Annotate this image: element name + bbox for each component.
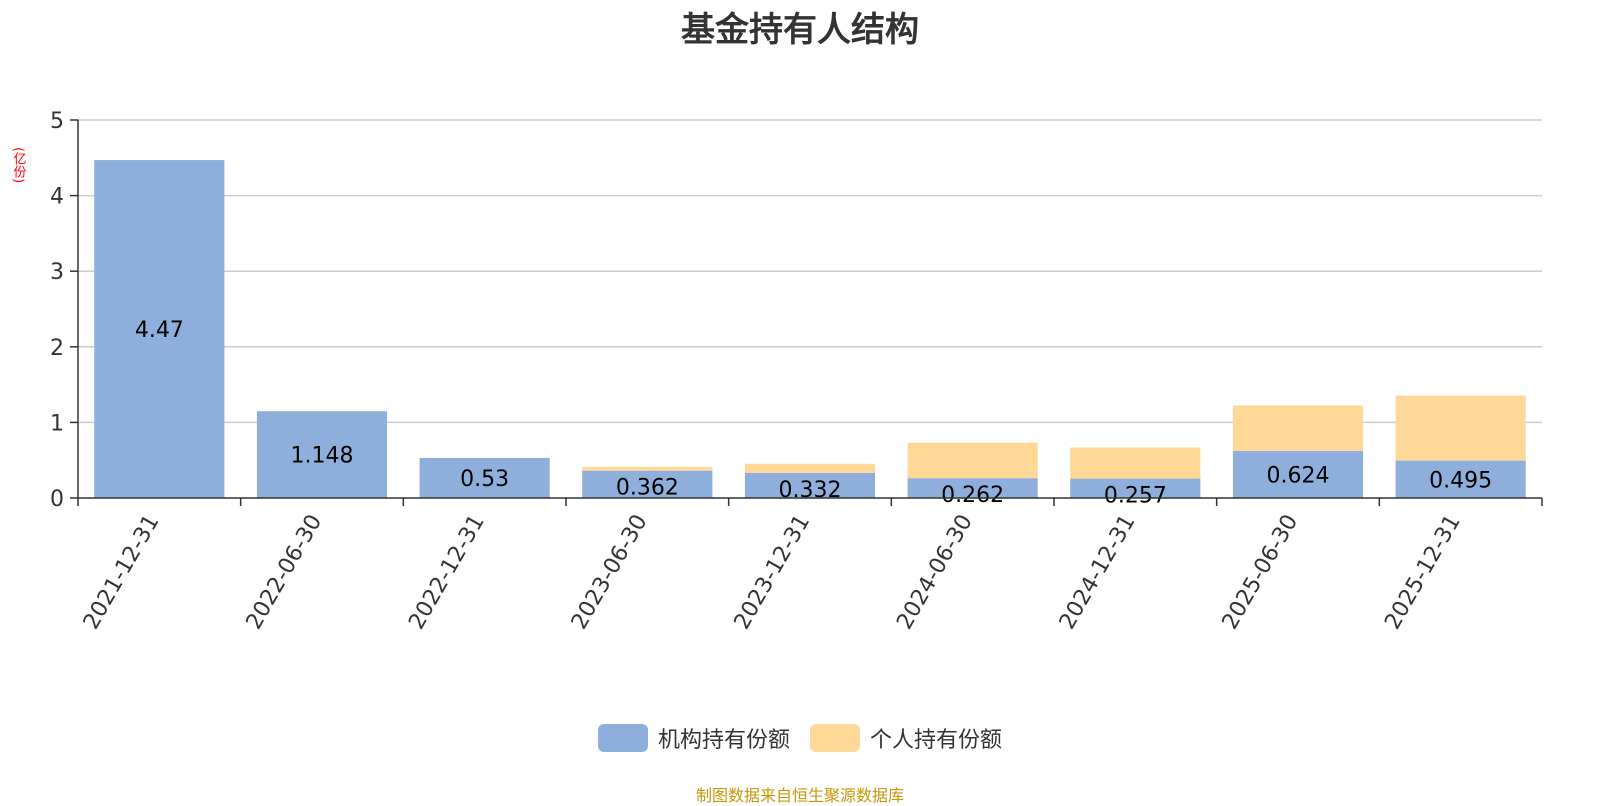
x-tick-label: 2023-06-30 <box>567 511 653 634</box>
axes: 0 1 2 3 4 5 2021-12-31 2022-06-30 2022-12-31 2023… <box>50 109 1543 634</box>
grid-lines <box>78 119 1542 424</box>
bar-individual <box>744 463 876 473</box>
bars <box>94 160 1526 498</box>
data-source-note: 制图数据来自恒生聚源数据库 <box>695 786 904 805</box>
legend-item-institution[interactable]: 机构持有份额 <box>597 722 790 754</box>
x-tick-label: 2022-06-30 <box>242 511 328 634</box>
data-labels: 4.47 1.148 0.53 0.362 0.332 0.262 0.257 0.624 0.… <box>135 318 1492 509</box>
bar-individual <box>1395 395 1526 461</box>
bar-institution <box>582 470 713 498</box>
bar-individual <box>907 442 1038 479</box>
bar-institution <box>419 457 550 498</box>
y-axis-unit: (亿份) <box>10 146 26 184</box>
bar-institution <box>256 411 388 498</box>
data-label-institution: 0.332 <box>779 478 842 503</box>
y-tick-label: 3 <box>50 260 64 285</box>
bar-individual <box>582 466 713 471</box>
bar-individual <box>1070 447 1201 479</box>
data-label-institution: 0.53 <box>460 467 509 492</box>
legend-swatch-institution <box>597 724 648 752</box>
x-tick-label: 2025-06-30 <box>1218 511 1304 634</box>
y-tick-label: 2 <box>50 336 64 361</box>
x-tick-label: 2024-12-31 <box>1055 511 1141 634</box>
bar-institution <box>1070 478 1201 498</box>
legend-item-individual[interactable]: 个人持有份额 <box>810 722 1002 754</box>
bar-institution <box>1232 450 1364 498</box>
data-label-institution: 0.257 <box>1104 484 1167 509</box>
bar-institution <box>94 160 225 498</box>
x-tick-label: 2022-12-31 <box>404 510 490 633</box>
x-tick-label: 2024-06-30 <box>892 511 978 634</box>
data-label-institution: 0.624 <box>1267 463 1330 488</box>
chart-title: 基金持有人结构 <box>681 10 919 50</box>
y-tick-label: 5 <box>50 109 64 134</box>
bar-institution <box>1395 460 1526 498</box>
x-tick-label: 2023-12-31 <box>730 511 816 634</box>
bar-institution <box>744 472 876 498</box>
bar-individual <box>1232 405 1364 451</box>
data-label-institution: 0.495 <box>1429 468 1492 493</box>
data-label-institution: 0.262 <box>941 483 1004 508</box>
legend-label-institution: 机构持有份额 <box>657 728 790 753</box>
data-label-institution: 4.47 <box>135 318 184 343</box>
bar-institution <box>907 478 1038 498</box>
y-tick-label: 4 <box>50 185 64 210</box>
data-label-institution: 0.362 <box>616 476 679 501</box>
legend-swatch-individual <box>810 724 860 752</box>
data-label-institution: 1.148 <box>291 444 354 469</box>
x-tick-label: 2021-12-31 <box>79 511 165 634</box>
y-tick-label: 1 <box>50 411 64 436</box>
x-tick-label: 2025-12-31 <box>1380 511 1466 634</box>
legend: 机构持有份额 个人持有份额 <box>0 722 1600 754</box>
legend-label-individual: 个人持有份额 <box>870 728 1003 753</box>
y-tick-label: 0 <box>50 487 64 512</box>
bar-chart: 4.47 1.148 0.53 0.362 0.332 0.262 0.257 0.624 0.… <box>50 109 1543 634</box>
